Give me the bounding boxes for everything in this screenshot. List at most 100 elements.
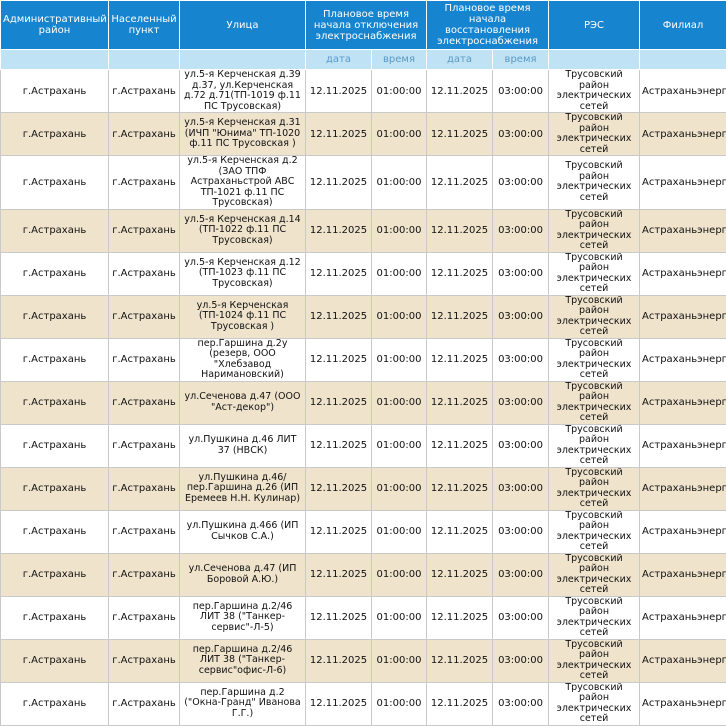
cell-off-time: 01:00:00: [372, 682, 427, 725]
cell-on-time: 03:00:00: [493, 209, 549, 252]
cell-on-date: 12.11.2025: [427, 424, 493, 467]
header-branch: Филиал: [640, 1, 726, 50]
cell-off-date: 12.11.2025: [306, 510, 372, 553]
subheader-empty: [180, 50, 306, 70]
cell-branch: Астраханьэнерго: [640, 553, 726, 596]
cell-locality: г.Астрахань: [109, 424, 180, 467]
cell-district: г.Астрахань: [1, 295, 109, 338]
cell-branch: Астраханьэнерго: [640, 467, 726, 510]
cell-locality: г.Астрахань: [109, 596, 180, 639]
cell-off-time: 01:00:00: [372, 510, 427, 553]
cell-locality: г.Астрахань: [109, 639, 180, 682]
cell-off-date: 12.11.2025: [306, 338, 372, 381]
cell-res: Трусовский район электрических сетей: [549, 70, 640, 113]
cell-on-time: 03:00:00: [493, 252, 549, 295]
header-street: Улица: [180, 1, 306, 50]
cell-off-time: 01:00:00: [372, 113, 427, 156]
cell-on-time: 03:00:00: [493, 424, 549, 467]
cell-on-time: 03:00:00: [493, 156, 549, 210]
cell-off-date: 12.11.2025: [306, 553, 372, 596]
cell-res: Трусовский район электрических сетей: [549, 467, 640, 510]
cell-locality: г.Астрахань: [109, 510, 180, 553]
cell-res: Трусовский район электрических сетей: [549, 639, 640, 682]
cell-res: Трусовский район электрических сетей: [549, 596, 640, 639]
cell-street: ул.5-я Керченская д.12 (ТП-1023 ф.11 ПС …: [180, 252, 306, 295]
cell-street: ул.Сеченова д.47 (ООО "Аст-декор"): [180, 381, 306, 424]
cell-off-date: 12.11.2025: [306, 596, 372, 639]
cell-off-time: 01:00:00: [372, 338, 427, 381]
cell-street: ул.Пушкина д.46 ЛИТ 37 (НВСК): [180, 424, 306, 467]
cell-district: г.Астрахань: [1, 209, 109, 252]
cell-res: Трусовский район электрических сетей: [549, 510, 640, 553]
cell-on-date: 12.11.2025: [427, 156, 493, 210]
cell-locality: г.Астрахань: [109, 70, 180, 113]
cell-off-date: 12.11.2025: [306, 252, 372, 295]
cell-district: г.Астрахань: [1, 252, 109, 295]
cell-on-date: 12.11.2025: [427, 338, 493, 381]
cell-on-time: 03:00:00: [493, 596, 549, 639]
cell-branch: Астраханьэнерго: [640, 252, 726, 295]
cell-street: пер.Гаршина д.2у (резерв, ООО "Хлебзавод…: [180, 338, 306, 381]
cell-off-time: 01:00:00: [372, 553, 427, 596]
cell-branch: Астраханьэнерго: [640, 70, 726, 113]
cell-street: ул.5-я Керченская д.31 (ИЧП "Юнима" ТП-1…: [180, 113, 306, 156]
cell-branch: Астраханьэнерго: [640, 639, 726, 682]
cell-on-date: 12.11.2025: [427, 682, 493, 725]
cell-on-date: 12.11.2025: [427, 209, 493, 252]
cell-off-time: 01:00:00: [372, 70, 427, 113]
cell-locality: г.Астрахань: [109, 295, 180, 338]
cell-on-time: 03:00:00: [493, 295, 549, 338]
cell-res: Трусовский район электрических сетей: [549, 209, 640, 252]
cell-res: Трусовский район электрических сетей: [549, 381, 640, 424]
cell-on-time: 03:00:00: [493, 381, 549, 424]
cell-district: г.Астрахань: [1, 639, 109, 682]
cell-res: Трусовский район электрических сетей: [549, 113, 640, 156]
cell-branch: Астраханьэнерго: [640, 209, 726, 252]
cell-on-time: 03:00:00: [493, 113, 549, 156]
cell-branch: Астраханьэнерго: [640, 510, 726, 553]
cell-district: г.Астрахань: [1, 156, 109, 210]
cell-on-date: 12.11.2025: [427, 113, 493, 156]
cell-res: Трусовский район электрических сетей: [549, 338, 640, 381]
cell-district: г.Астрахань: [1, 113, 109, 156]
cell-on-date: 12.11.2025: [427, 295, 493, 338]
header-off-time: Плановое время начала отключения электро…: [306, 1, 427, 50]
cell-district: г.Астрахань: [1, 682, 109, 725]
header-res: РЭС: [549, 1, 640, 50]
subheader-time-off: время: [372, 50, 427, 70]
cell-locality: г.Астрахань: [109, 381, 180, 424]
cell-street: ул.5-я Керченская д.2 (ЗАО ТПФ Астрахань…: [180, 156, 306, 210]
cell-district: г.Астрахань: [1, 70, 109, 113]
cell-district: г.Астрахань: [1, 424, 109, 467]
cell-locality: г.Астрахань: [109, 252, 180, 295]
cell-on-date: 12.11.2025: [427, 252, 493, 295]
subheader-empty: [1, 50, 109, 70]
cell-on-date: 12.11.2025: [427, 639, 493, 682]
cell-branch: Астраханьэнерго: [640, 381, 726, 424]
header-on-time: Плановое время начала восстановления эле…: [427, 1, 549, 50]
cell-locality: г.Астрахань: [109, 113, 180, 156]
cell-off-time: 01:00:00: [372, 639, 427, 682]
cell-res: Трусовский район электрических сетей: [549, 156, 640, 210]
cell-on-date: 12.11.2025: [427, 553, 493, 596]
cell-on-time: 03:00:00: [493, 338, 549, 381]
cell-res: Трусовский район электрических сетей: [549, 295, 640, 338]
subheader-empty: [640, 50, 726, 70]
cell-off-time: 01:00:00: [372, 252, 427, 295]
cell-street: ул.5-я Керченская (ТП-1024 ф.11 ПС Трусо…: [180, 295, 306, 338]
subheader-date-on: дата: [427, 50, 493, 70]
cell-on-date: 12.11.2025: [427, 596, 493, 639]
cell-district: г.Астрахань: [1, 596, 109, 639]
cell-locality: г.Астрахань: [109, 553, 180, 596]
cell-on-time: 03:00:00: [493, 467, 549, 510]
cell-off-time: 01:00:00: [372, 209, 427, 252]
cell-branch: Астраханьэнерго: [640, 596, 726, 639]
